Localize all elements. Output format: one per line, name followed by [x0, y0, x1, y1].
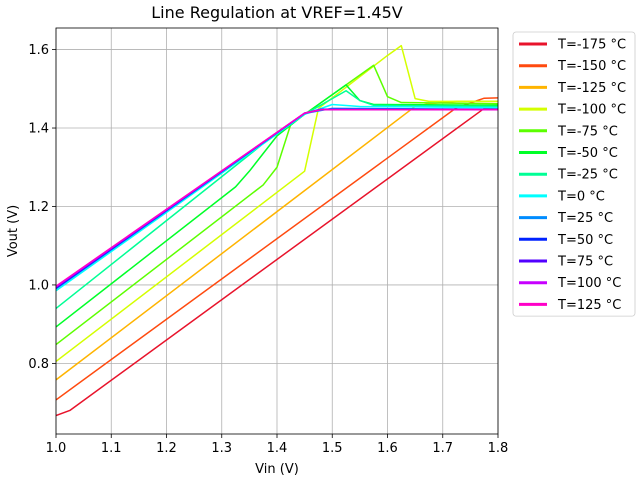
y-tick-label: 1.4 [28, 122, 49, 137]
x-tick-label: 1.3 [211, 441, 232, 456]
legend-entry-label: T=-25 °C [557, 168, 618, 183]
legend-entry-label: T=-125 °C [557, 81, 626, 96]
legend-entry-label: T=-175 °C [557, 38, 626, 53]
plot-area [56, 44, 498, 417]
chart-title: Line Regulation at VREF=1.45V [151, 3, 403, 22]
legend-entry-label: T=-100 °C [557, 103, 626, 118]
legend-entry-label: T=25 °C [557, 211, 613, 226]
x-tick-label: 1.4 [267, 441, 288, 456]
x-tick-label: 1.8 [488, 441, 509, 456]
legend-entry-label: T=-150 °C [557, 59, 626, 74]
y-axis-label: Vout (V) [6, 205, 21, 257]
x-tick-label: 1.2 [156, 441, 177, 456]
series-line [56, 108, 498, 287]
legend-entry-label: T=-75 °C [557, 124, 618, 139]
legend-entry-label: T=0 °C [557, 189, 605, 204]
plot-frame [55, 27, 499, 435]
legend-entry-label: T=100 °C [557, 276, 621, 291]
axes: 1.0 1.1 1.2 1.3 1.4 1.5 1.6 1.7 1.8 0.8 1.0 1.2 1.4 1… [28, 27, 509, 456]
legend: T=-175 °C T=-150 °C T=-125 °C T=-100 °C T=-7… [512, 31, 636, 317]
x-tick-label: 1.0 [46, 441, 67, 456]
legend-entry-label: T=50 °C [557, 233, 613, 248]
x-tick-label: 1.1 [101, 441, 122, 456]
y-tick-label: 1.2 [28, 200, 49, 215]
y-tick-label: 0.8 [28, 357, 49, 372]
series-line [56, 44, 498, 363]
legend-entry-label: T=-50 °C [557, 146, 618, 161]
x-tick-label: 1.5 [322, 441, 343, 456]
legend-box [512, 31, 636, 317]
x-tick-label: 1.7 [432, 441, 453, 456]
x-tick-label: 1.6 [377, 441, 398, 456]
series-line [56, 103, 498, 292]
x-axis-label: Vin (V) [255, 462, 299, 477]
legend-entry-label: T=75 °C [557, 255, 613, 270]
legend-entry-label: T=125 °C [557, 298, 621, 313]
y-tick-label: 1.6 [28, 43, 49, 58]
y-tick-label: 1.0 [28, 278, 49, 293]
